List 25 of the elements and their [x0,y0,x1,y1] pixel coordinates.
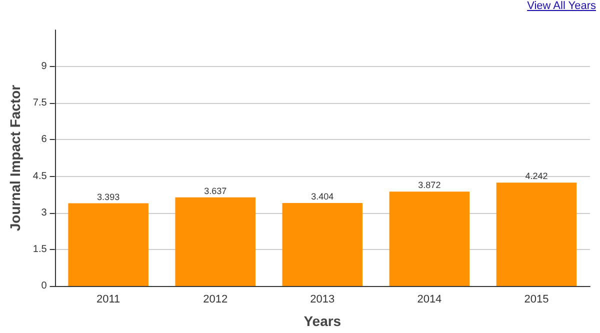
x-axis-title: Years [304,313,342,329]
y-axis-title: Journal Impact Factor [7,84,23,232]
bar [175,197,256,286]
y-tick-label: 1.5 [32,244,48,255]
x-tick-label: 2012 [203,294,228,306]
bar [389,192,470,286]
data-label: 3.393 [97,192,120,202]
bar [496,182,577,286]
bar [68,203,148,286]
data-label: 3.404 [311,192,334,202]
y-tick-label: 4.5 [32,170,48,182]
y-tick-label: 9 [41,61,48,72]
text: View All Years [527,0,596,12]
x-tick-label: 2014 [417,294,442,306]
x-tick-label: 2015 [524,294,549,306]
y-tick-label: 7.5 [32,98,48,109]
x-tick-label: 2013 [310,294,335,306]
data-label: 4.242 [525,171,548,182]
x-tick-label: 2011 [96,294,120,306]
y-tick-label: 0 [41,280,48,292]
data-label: 3.872 [418,180,441,190]
bar [282,203,363,286]
data-label: 3.637 [204,186,227,196]
y-tick-label: 6 [41,134,48,146]
y-tick-label: 3 [41,207,48,218]
